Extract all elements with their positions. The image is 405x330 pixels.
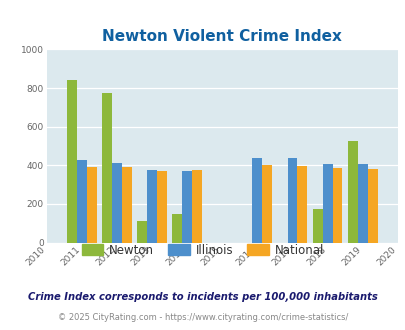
Bar: [137, 221, 147, 243]
Bar: [252, 158, 262, 243]
Bar: [157, 171, 166, 243]
Bar: [347, 141, 357, 243]
Bar: [67, 81, 77, 243]
Bar: [287, 158, 297, 243]
Bar: [262, 165, 271, 243]
Bar: [102, 93, 112, 243]
Bar: [297, 166, 307, 243]
Bar: [87, 167, 96, 243]
Bar: [122, 167, 131, 243]
Legend: Newton, Illinois, National: Newton, Illinois, National: [77, 239, 328, 261]
Bar: [192, 170, 201, 243]
Bar: [147, 170, 157, 243]
Bar: [182, 171, 192, 243]
Bar: [322, 164, 332, 243]
Bar: [112, 163, 122, 243]
Bar: [332, 168, 341, 243]
Bar: [312, 209, 322, 243]
Bar: [77, 159, 87, 243]
Bar: [357, 164, 367, 243]
Bar: [172, 214, 182, 243]
Text: Crime Index corresponds to incidents per 100,000 inhabitants: Crime Index corresponds to incidents per…: [28, 292, 377, 302]
Bar: [367, 169, 377, 243]
Title: Newton Violent Crime Index: Newton Violent Crime Index: [102, 29, 341, 44]
Text: © 2025 CityRating.com - https://www.cityrating.com/crime-statistics/: © 2025 CityRating.com - https://www.city…: [58, 313, 347, 322]
